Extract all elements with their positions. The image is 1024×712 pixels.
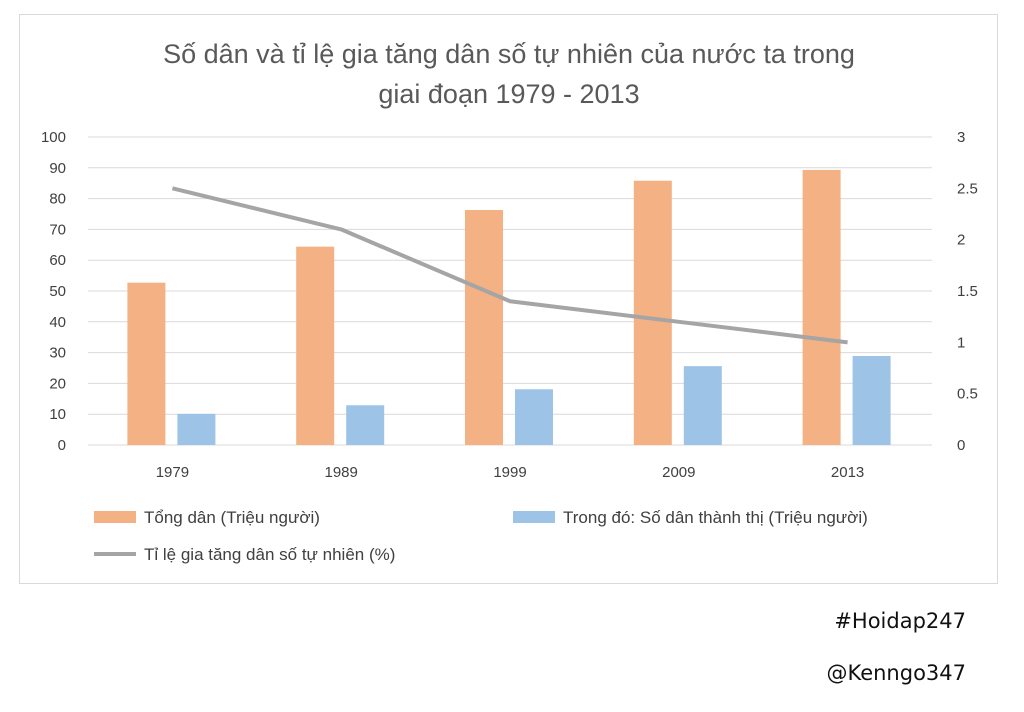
x-category-label: 2009 (662, 464, 695, 481)
bar-urban-population (852, 355, 891, 445)
bar-total-population (296, 246, 335, 445)
chart-area: Số dân và tỉ lệ gia tăng dân số tự nhiên… (19, 14, 998, 584)
bar-urban-population (683, 366, 722, 445)
x-category-label: 1999 (493, 464, 526, 481)
bar-urban-population (515, 389, 553, 445)
y-right-tick-label: 1 (957, 334, 965, 351)
y-left-tick-label: 10 (49, 406, 66, 423)
y-left-tick-label: 20 (49, 375, 66, 392)
y-left-tick-label: 100 (41, 129, 66, 146)
y-axis-left: 0 10 20 30 40 50 60 70 80 90 100 (41, 129, 66, 454)
watermark-hashtag: #Hoidap247 (834, 609, 966, 633)
chart-title-line: giai đoạn 1979 - 2013 (378, 79, 639, 109)
x-axis-categories: 1979 1989 1999 2009 2013 (156, 464, 865, 481)
chart-svg: Số dân và tỉ lệ gia tăng dân số tự nhiên… (41, 39, 978, 564)
y-right-tick-label: 0.5 (957, 386, 978, 403)
legend-label: Tổng dân (Triệu người) (144, 508, 320, 527)
y-left-tick-label: 70 (49, 221, 66, 238)
y-left-tick-label: 80 (49, 191, 66, 208)
bar-total-population (802, 169, 841, 445)
legend: Tổng dân (Triệu người) Trong đó: Số dân t… (94, 508, 868, 564)
gridlines (88, 136, 932, 446)
bar-total-population (465, 209, 503, 445)
x-category-label: 1989 (325, 464, 358, 481)
y-left-tick-label: 0 (58, 437, 66, 454)
y-right-tick-label: 0 (957, 437, 965, 454)
bar-total-population (127, 282, 166, 445)
y-left-tick-label: 90 (49, 160, 66, 177)
y-right-tick-label: 2 (957, 232, 965, 249)
bar-urban-population (177, 413, 216, 445)
bar-urban-population (346, 405, 385, 445)
x-category-label: 1979 (156, 464, 189, 481)
y-right-tick-label: 2.5 (957, 180, 978, 197)
y-axis-right: 0 0.5 1 1.5 2 2.5 3 (957, 129, 978, 454)
legend-label: Tỉ lệ gia tăng dân số tự nhiên (%) (144, 545, 395, 564)
y-left-tick-label: 40 (49, 314, 66, 331)
legend-label: Trong đó: Số dân thành thị (Triệu người) (563, 508, 868, 527)
line-growth-rate (171, 186, 848, 345)
y-left-tick-label: 30 (49, 345, 66, 362)
chart-title-line: Số dân và tỉ lệ gia tăng dân số tự nhiên… (163, 39, 855, 69)
y-right-tick-label: 1.5 (957, 283, 978, 300)
x-category-label: 2013 (831, 464, 864, 481)
rate-line (171, 186, 848, 345)
y-left-tick-label: 60 (49, 252, 66, 269)
watermark-handle: @Kenngo347 (826, 661, 966, 685)
legend-swatch (513, 511, 555, 523)
y-right-tick-label: 3 (957, 129, 965, 146)
bars (127, 169, 891, 445)
legend-swatch (94, 511, 136, 523)
chart-title: Số dân và tỉ lệ gia tăng dân số tự nhiên… (163, 39, 855, 109)
y-left-tick-label: 50 (49, 283, 66, 300)
bar-total-population (633, 180, 672, 445)
